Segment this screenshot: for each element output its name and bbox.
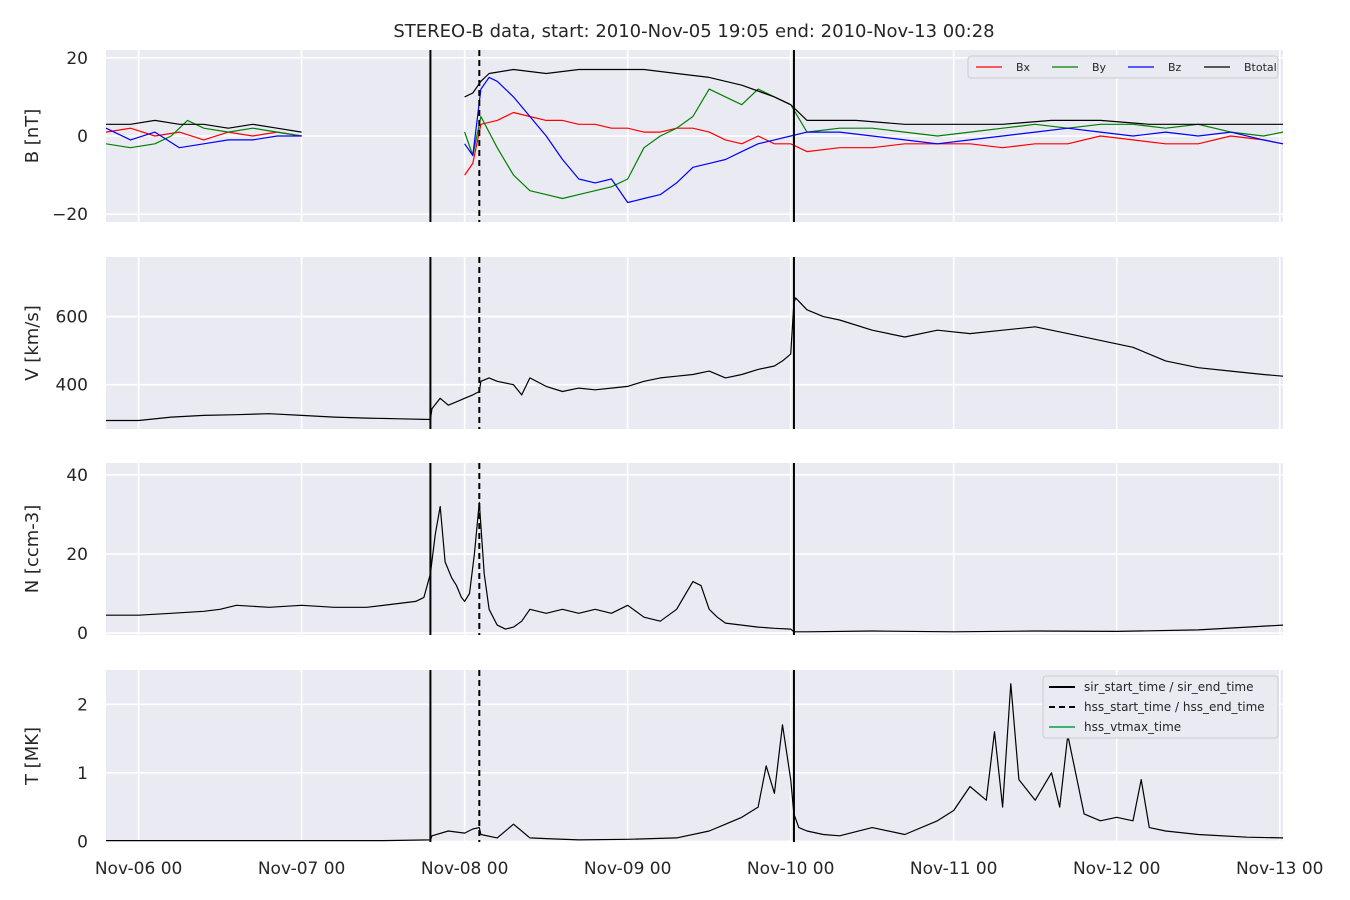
y-tick-label: 20 [66,49,88,69]
legend-box [967,55,1279,79]
legend-label: sir_start_time / sir_end_time [1084,680,1254,694]
series-line-by [464,88,1283,200]
y-tick-label: 0 [77,832,88,852]
legend-b: Bx By Bz Btotal [967,55,1279,79]
series-line-t [106,683,1283,842]
legend-label: hss_start_time / hss_end_time [1084,700,1265,714]
legend-label-by: By [1092,61,1107,74]
x-tick-label: Nov-13 00 [1236,859,1324,879]
series-line-btotal [106,119,302,133]
series-line-bz [106,127,302,149]
y-axis-label: V [km/s] [22,305,43,380]
plot-area [106,501,1283,633]
x-tick-label: Nov-11 00 [910,859,998,879]
panel-V: 400 600 V [km/s] [22,257,1283,429]
panel-T: 0 1 2 T [MK] sir_start_time / sir_end_timehs… [22,670,1283,852]
y-tick-label: 2 [77,695,88,715]
x-tick-label: Nov-09 00 [584,859,672,879]
y-tick-label: 1 [77,764,88,784]
panel-background [106,463,1283,635]
figure-title: STEREO-B data, start: 2010-Nov-05 19:05 … [393,21,994,42]
x-tick-label: Nov-10 00 [747,859,835,879]
legend-label-btotal: Btotal [1244,61,1277,74]
series-line-bz [464,76,1283,204]
series-line-v [106,297,1283,422]
plot-area [106,683,1283,842]
legend-label-bx: Bx [1016,61,1031,74]
y-axis-label: T [MK] [22,727,43,786]
plot-area [106,68,1283,204]
y-tick-label: −20 [52,205,88,225]
y-tick-label: 600 [56,308,88,328]
series-line-btotal [464,68,1283,125]
y-tick-label: 40 [66,466,88,486]
series-line-bx [464,111,1283,176]
y-tick-label: 0 [77,624,88,644]
y-tick-label: 400 [56,376,88,396]
legend-label: hss_vtmax_time [1084,720,1181,734]
panel-background [106,257,1283,429]
panel-B: −20 0 20 B [nT] Bx By Bz Btotal [22,49,1283,225]
panel-N: 0 20 40 N [ccm-3] [22,463,1283,644]
series-line-bx [106,127,302,141]
x-tick-label: Nov-08 00 [421,859,509,879]
legend-events: sir_start_time / sir_end_time hss_start_t… [1042,675,1279,739]
y-axis-label: B [nT] [22,109,43,164]
x-axis: Nov-06 00 Nov-07 00 Nov-08 00 Nov-09 00 Nov-… [95,859,1324,879]
series-line-n [106,501,1283,633]
legend-box [1042,675,1279,739]
x-tick-label: Nov-12 00 [1073,859,1161,879]
x-tick-label: Nov-06 00 [95,859,183,879]
legend-label-bz: Bz [1168,61,1182,74]
plot-area [106,297,1283,422]
x-tick-label: Nov-07 00 [258,859,346,879]
y-tick-label: 0 [77,127,88,147]
y-tick-label: 20 [66,545,88,565]
y-axis-label: N [ccm-3] [22,505,43,594]
